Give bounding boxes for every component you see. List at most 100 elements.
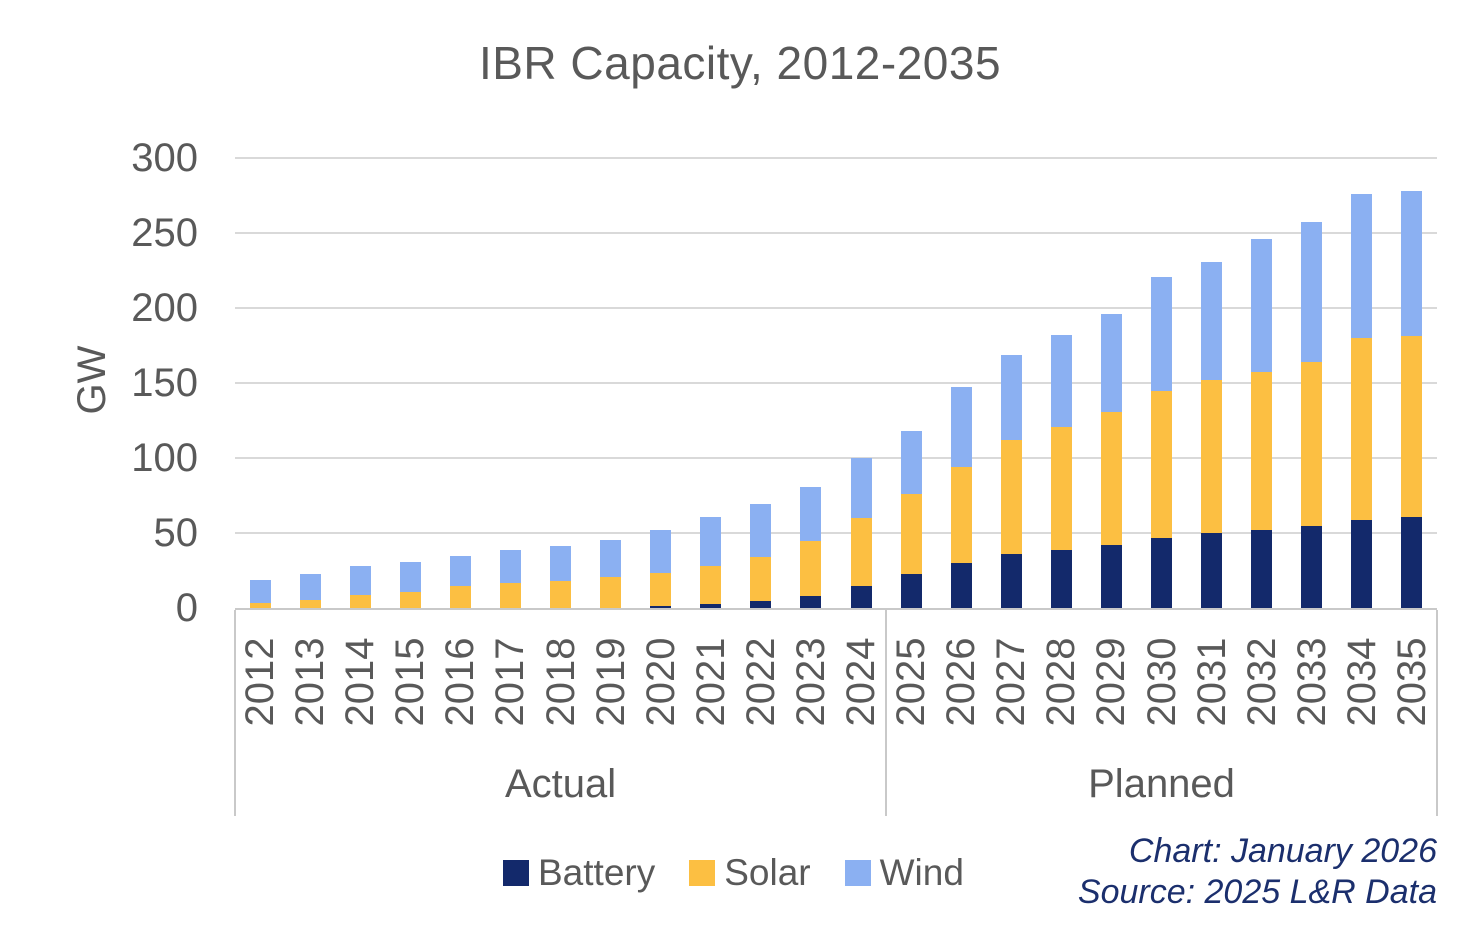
bar-2023-solar	[800, 541, 822, 596]
x-tick-2023: 2023	[788, 637, 833, 727]
bar-2012-wind	[249, 579, 271, 603]
legend-label-solar: Solar	[724, 852, 811, 893]
y-tick-0: 0	[175, 586, 198, 630]
solar-swatch-icon	[689, 860, 716, 886]
x-tick-2019: 2019	[588, 637, 633, 727]
x-tick-2029: 2029	[1089, 637, 1134, 727]
bar-2032-battery	[1251, 530, 1273, 608]
x-tick-2015: 2015	[388, 637, 433, 727]
bar-2033-battery	[1301, 526, 1323, 608]
x-tick-2031: 2031	[1189, 637, 1234, 727]
bar-2015-solar	[399, 592, 421, 608]
legend: Battery Solar Wind	[503, 853, 964, 893]
bar-2019-solar	[600, 577, 622, 608]
x-tick-2035: 2035	[1389, 637, 1434, 727]
bar-2020-wind	[650, 530, 672, 573]
bar-2035-battery	[1401, 516, 1423, 608]
x-tick-2018: 2018	[538, 637, 583, 727]
bar-2026-wind	[950, 386, 972, 467]
bar-2028-battery	[1050, 549, 1072, 608]
bar-2013-solar	[299, 599, 321, 608]
y-tick-100: 100	[131, 436, 198, 480]
x-tick-2022: 2022	[738, 637, 783, 727]
bar-2027-battery	[1000, 554, 1022, 608]
x-tick-2021: 2021	[688, 637, 733, 727]
bar-2031-wind	[1201, 261, 1223, 380]
gridline-50	[235, 532, 1437, 534]
bar-2029-solar	[1100, 411, 1122, 545]
bar-2022-battery	[750, 600, 772, 608]
bar-2023-battery	[800, 596, 822, 608]
x-tick-2025: 2025	[889, 637, 934, 727]
x-tick-2033: 2033	[1289, 637, 1334, 727]
bar-2021-solar	[700, 566, 722, 604]
chart-date-line: Chart: January 2026	[1128, 832, 1437, 870]
bar-2026-battery	[950, 563, 972, 608]
x-tick-2013: 2013	[288, 637, 333, 727]
x-tick-2016: 2016	[438, 637, 483, 727]
x-tick-2012: 2012	[238, 637, 283, 727]
bar-2029-battery	[1100, 545, 1122, 608]
y-tick-200: 200	[131, 286, 198, 330]
bar-2029-wind	[1100, 314, 1122, 412]
bar-2018-wind	[550, 545, 572, 581]
bar-2017-solar	[499, 582, 521, 608]
bar-2027-solar	[1000, 440, 1022, 554]
x-tick-2032: 2032	[1239, 637, 1284, 727]
wind-swatch-icon	[844, 860, 871, 886]
legend-item-wind: Wind	[844, 853, 964, 893]
x-tick-2027: 2027	[989, 637, 1034, 727]
x-tick-2014: 2014	[338, 637, 383, 727]
x-tick-2020: 2020	[638, 637, 683, 727]
x-tick-2026: 2026	[939, 637, 984, 727]
bar-2032-solar	[1251, 371, 1273, 530]
bar-2033-solar	[1301, 362, 1323, 527]
bar-2025-wind	[900, 431, 922, 494]
bar-2013-wind	[299, 573, 321, 600]
gridline-150	[235, 382, 1437, 384]
gridline-250	[235, 232, 1437, 234]
chart-title: IBR Capacity, 2012-2035	[478, 37, 1002, 89]
battery-swatch-icon	[503, 860, 529, 886]
bar-2034-solar	[1351, 338, 1373, 520]
legend-item-solar: Solar	[689, 852, 811, 893]
section-label-planned: Planned	[1088, 762, 1235, 806]
bar-2034-wind	[1351, 194, 1373, 338]
bar-2022-wind	[750, 503, 772, 557]
bar-2030-battery	[1151, 537, 1173, 608]
x-tick-2024: 2024	[839, 637, 884, 727]
bar-2031-battery	[1201, 533, 1223, 608]
bar-2021-battery	[700, 603, 722, 608]
bar-2016-wind	[449, 555, 471, 587]
y-tick-50: 50	[153, 511, 199, 555]
bar-2020-solar	[650, 572, 672, 606]
bar-2022-solar	[750, 557, 772, 601]
bar-2016-solar	[449, 586, 471, 608]
bar-2020-battery	[650, 605, 672, 608]
y-tick-150: 150	[131, 361, 198, 405]
bar-2024-solar	[850, 518, 872, 586]
bar-2015-wind	[399, 561, 421, 593]
bar-2021-wind	[700, 516, 722, 566]
bar-2028-solar	[1050, 426, 1072, 550]
bar-2024-wind	[850, 458, 872, 518]
bar-2018-solar	[550, 581, 572, 608]
x-tick-2034: 2034	[1339, 637, 1384, 727]
bar-2025-solar	[900, 494, 922, 574]
bar-2032-wind	[1251, 239, 1273, 372]
bar-2034-battery	[1351, 519, 1373, 608]
bar-2017-wind	[499, 550, 521, 583]
chart-source-line: Source: 2025 L&R Data	[1077, 873, 1437, 911]
bar-2030-solar	[1151, 391, 1173, 538]
gridline-200	[235, 307, 1437, 309]
gridline-100	[235, 457, 1437, 459]
bar-2025-battery	[900, 573, 922, 608]
legend-label-battery: Battery	[538, 852, 656, 893]
bar-2035-solar	[1401, 335, 1423, 517]
chart-attribution: Chart: January 2026 Source: 2025 L&R Dat…	[1078, 831, 1437, 913]
bar-2033-wind	[1301, 221, 1323, 362]
bar-2019-wind	[600, 539, 622, 578]
bar-2027-wind	[1000, 354, 1022, 440]
gridline-300	[235, 157, 1437, 159]
bar-2030-wind	[1151, 276, 1173, 392]
